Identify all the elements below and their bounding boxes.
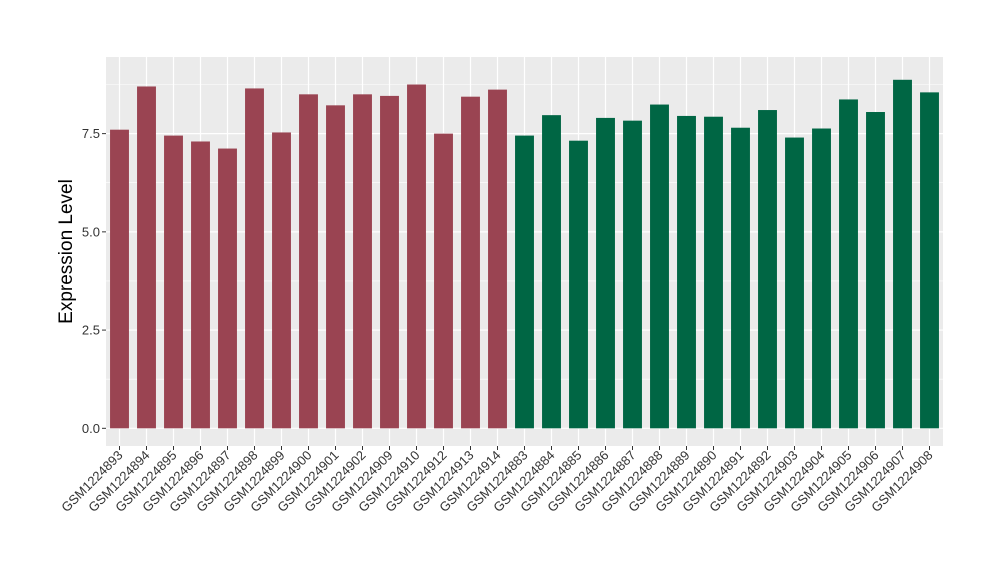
bar-GSM1224907: [893, 79, 912, 429]
bar-GSM1224912: [434, 133, 453, 429]
bar-GSM1224913: [461, 96, 480, 429]
y-tick-label: 7.5: [82, 126, 100, 141]
y-tick-label: 5.0: [82, 224, 100, 239]
y-tick-label: 2.5: [82, 323, 100, 338]
bar-GSM1224893: [110, 129, 129, 429]
bar-GSM1224901: [326, 105, 345, 429]
y-axis: 0.0 2.5 5.0 7.5: [82, 126, 106, 436]
bar-GSM1224890: [704, 116, 723, 429]
bar-GSM1224883: [515, 135, 534, 429]
bar-GSM1224897: [218, 148, 237, 429]
y-axis-title: Expression Level: [56, 179, 77, 324]
x-axis: GSM1224893GSM1224894GSM1224895GSM1224896…: [58, 446, 936, 515]
bar-GSM1224910: [407, 84, 426, 429]
bar-GSM1224888: [650, 104, 669, 429]
bar-GSM1224891: [731, 127, 750, 429]
bar-GSM1224894: [137, 86, 156, 429]
bar-GSM1224892: [758, 110, 777, 429]
bar-GSM1224895: [164, 135, 183, 429]
bar-GSM1224906: [866, 112, 885, 429]
bar-GSM1224885: [569, 140, 588, 429]
bar-GSM1224889: [677, 115, 696, 429]
bar-GSM1224884: [542, 115, 561, 429]
bar-GSM1224908: [920, 92, 939, 429]
bar-GSM1224900: [299, 94, 318, 429]
bar-GSM1224904: [812, 128, 831, 429]
bar-GSM1224905: [839, 99, 858, 429]
bar-GSM1224887: [623, 120, 642, 429]
bar-GSM1224903: [785, 137, 804, 429]
bar-GSM1224886: [596, 117, 615, 429]
bar-GSM1224902: [353, 94, 372, 429]
y-tick-label: 0.0: [82, 421, 100, 436]
bar-GSM1224909: [380, 95, 399, 429]
bar-GSM1224899: [272, 132, 291, 429]
bar-GSM1224896: [191, 141, 210, 429]
bar-GSM1224914: [488, 89, 507, 429]
bar-GSM1224898: [245, 88, 264, 429]
bars: [110, 79, 939, 429]
